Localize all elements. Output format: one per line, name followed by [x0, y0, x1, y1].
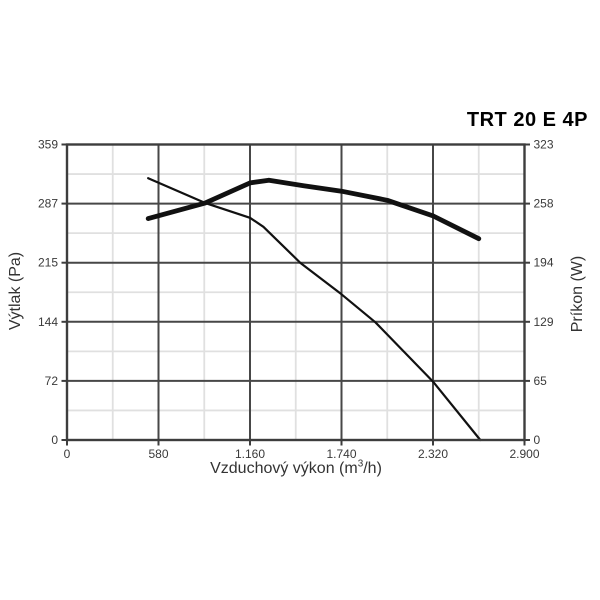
y-axis-title-right: Príkon (W) — [569, 255, 586, 333]
x-axis-tick-label: 2.320 — [418, 447, 448, 461]
series-vytlak-line — [147, 177, 482, 442]
x-axis-tick-label: 2.900 — [509, 447, 539, 461]
x-axis-tick-label: 580 — [148, 447, 168, 461]
x-axis-title: Vzduchový výkon (m3/h) — [67, 458, 525, 478]
x-axis-tick-label: 1.160 — [235, 447, 265, 461]
x-axis-tick-label: 0 — [64, 447, 71, 461]
x-axis-title-superscript: 3 — [357, 458, 364, 470]
y-left-tick-label: 144 — [38, 315, 58, 329]
x-axis-title-suffix: /h) — [363, 460, 382, 477]
plot-border — [65, 143, 526, 442]
y-right-tick-label: 194 — [534, 256, 554, 270]
y-left-tick-label: 215 — [38, 256, 58, 270]
x-axis-title-text: Vzduchový výkon (m — [210, 460, 358, 477]
y-left-tick-label: 287 — [38, 197, 58, 211]
y-left-tick-label: 359 — [38, 138, 58, 152]
y-right-tick-label: 129 — [534, 315, 554, 329]
y-left-tick-label: 0 — [51, 433, 58, 447]
y-left-tick-label: 72 — [45, 374, 59, 388]
x-axis-tick-label: 1.740 — [326, 447, 356, 461]
y-right-tick-label: 0 — [534, 433, 541, 447]
series-prikon-line — [145, 177, 482, 242]
y-axis-title-left: Výtlak (Pa) — [7, 251, 24, 331]
y-right-tick-label: 65 — [534, 374, 548, 388]
y-right-tick-label: 258 — [534, 197, 554, 211]
y-right-tick-label: 323 — [534, 138, 554, 152]
chart-title: TRT 20 E 4P — [466, 109, 588, 131]
